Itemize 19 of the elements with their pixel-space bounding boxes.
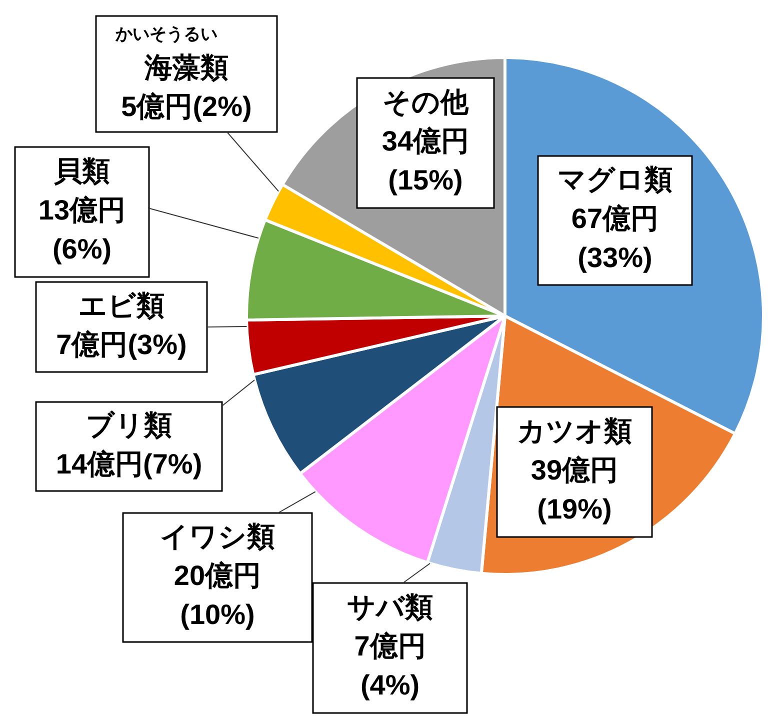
data-label: 39億円(19%) <box>530 454 618 525</box>
slice-label: サバ類 <box>347 592 433 623</box>
data-label: 20億円(10%) <box>174 560 262 630</box>
data-label: 14億円(7%) <box>56 448 202 480</box>
slice-label: 貝類 <box>53 156 110 187</box>
slice-label: 海藻類 <box>144 52 228 84</box>
data-label: 5億円(2%) <box>121 91 252 122</box>
data-label: 34億円(15%) <box>382 126 470 196</box>
data-label: 67億円(33%) <box>571 203 659 274</box>
data-label: 7億円(4%) <box>354 630 426 701</box>
slice-label: カツオ類 <box>517 416 632 447</box>
slice-label: イワシ類 <box>160 521 275 552</box>
data-label: 13億円(6%) <box>38 194 126 265</box>
slice-label: ブリ類 <box>86 410 172 441</box>
slice-label: マグロ類 <box>558 164 672 196</box>
slice-label: エビ類 <box>78 290 164 322</box>
data-label: 7億円(3%) <box>56 329 187 360</box>
text: かいそうるい <box>114 24 218 44</box>
slice-label: その他 <box>382 86 470 118</box>
